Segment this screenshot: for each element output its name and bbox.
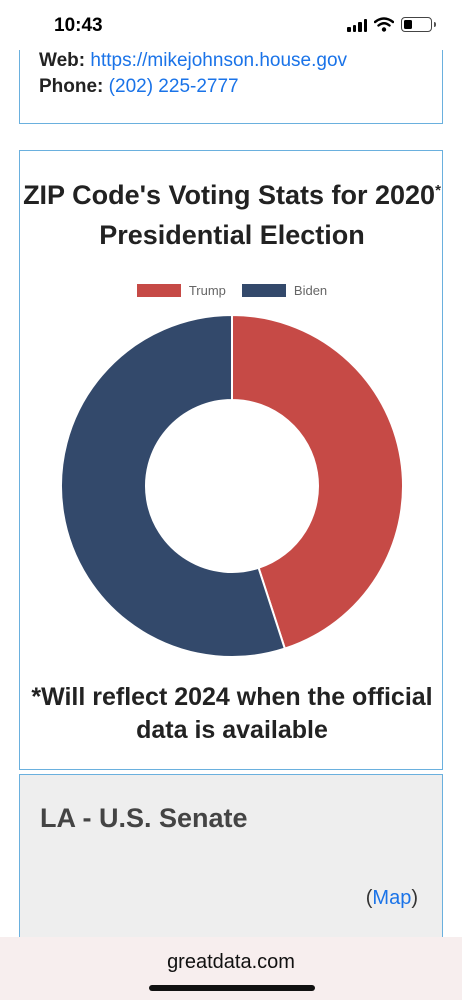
wifi-icon	[374, 17, 394, 32]
chart-legend: Trump Biden	[20, 283, 444, 298]
status-bar: 10:43	[0, 0, 462, 50]
chart-title: ZIP Code's Voting Stats for 2020* Presid…	[20, 175, 444, 255]
donut-slice-trump[interactable]	[231, 313, 405, 650]
map-paren-open: (	[365, 887, 373, 909]
phone-label: Phone:	[39, 76, 104, 97]
legend-swatch-biden	[241, 284, 286, 297]
cellular-signal-icon	[347, 18, 367, 32]
home-indicator[interactable]	[149, 985, 315, 991]
phone-link[interactable]: (202) 225-2777	[108, 76, 239, 97]
legend-swatch-trump	[136, 284, 181, 297]
chart-title-asterisk: *	[435, 182, 441, 199]
donut-chart	[60, 313, 405, 658]
senate-title: LA - U.S. Senate	[40, 803, 248, 833]
website-label: Web:	[39, 50, 86, 71]
battery-icon	[401, 17, 436, 32]
legend-item-biden[interactable]: Biden	[241, 283, 328, 298]
map-paren-close: )	[411, 887, 418, 909]
senate-card: LA - U.S. Senate (Map)	[19, 774, 443, 964]
phone-row: Phone: (202) 225-2777	[39, 76, 239, 98]
legend-label-trump: Trump	[188, 283, 226, 298]
status-icons	[347, 17, 436, 32]
map-link-row: (Map)	[366, 887, 418, 910]
legend-label-biden: Biden	[293, 283, 328, 298]
url-text[interactable]: greatdata.com	[167, 951, 295, 973]
website-link[interactable]: https://mikejohnson.house.gov	[90, 50, 348, 71]
legend-item-trump[interactable]: Trump	[136, 283, 226, 298]
chart-footnote: *Will reflect 2024 when the official dat…	[31, 683, 433, 744]
donut-slice-biden[interactable]	[60, 313, 287, 658]
map-link[interactable]: Map	[372, 887, 412, 909]
voting-stats-card: ZIP Code's Voting Stats for 2020* Presid…	[19, 150, 443, 770]
chart-title-main: ZIP Code's Voting Stats for 2020	[23, 180, 436, 210]
chart-title-end: Presidential Election	[99, 220, 365, 250]
website-row: Web: https://mikejohnson.house.gov	[39, 50, 347, 72]
status-time: 10:43	[54, 15, 103, 36]
